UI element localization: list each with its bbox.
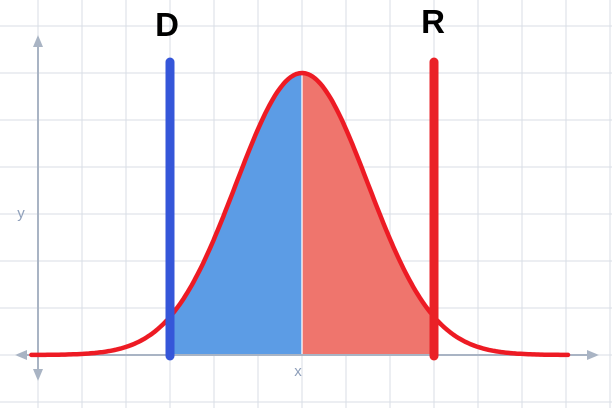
- boundary-label-R: R: [421, 3, 445, 40]
- boundary-label-D: D: [155, 6, 179, 43]
- x-axis-label: x: [294, 363, 302, 380]
- y-axis-label: y: [17, 205, 25, 222]
